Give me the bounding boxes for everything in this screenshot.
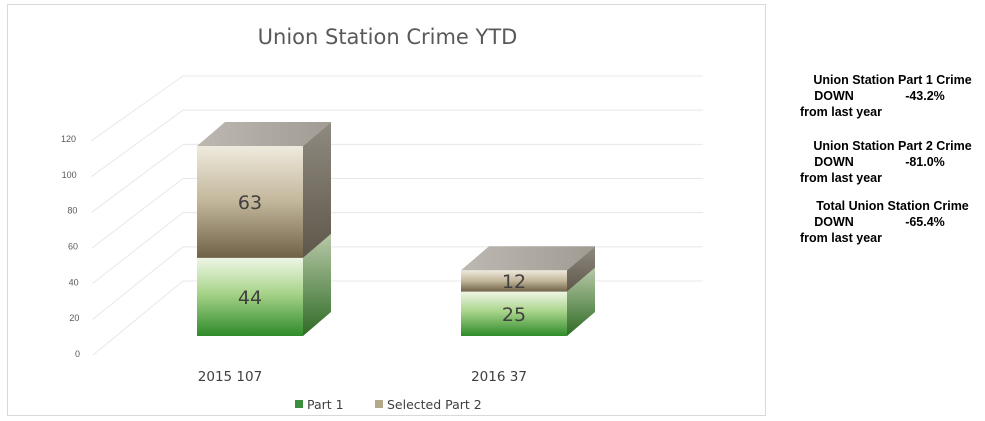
gridline <box>92 212 703 285</box>
legend-swatch <box>295 400 303 408</box>
gridline <box>92 280 703 356</box>
summary-percent: -65.4% <box>905 215 945 229</box>
summary-direction: DOWN <box>814 89 854 103</box>
summary-direction: DOWN <box>814 215 854 229</box>
bar-segment-side <box>567 267 595 336</box>
summary-block-total: Total Union Station Crime DOWN -65.4% fr… <box>800 198 985 246</box>
y-tick-label: 100 <box>62 170 77 180</box>
y-tick-label: 40 <box>69 277 79 287</box>
gridline <box>92 246 703 320</box>
gridline <box>91 178 703 249</box>
bar-segment <box>461 270 567 292</box>
chart-frame: Union Station Crime YTD <box>7 4 766 416</box>
y-tick-label: 80 <box>67 206 77 216</box>
bar-segment <box>197 146 303 258</box>
bar-segment <box>461 291 567 336</box>
category-label: 2016 37 <box>471 369 527 385</box>
legend-label: Part 1 <box>307 397 344 412</box>
summary-block-part1: Union Station Part 1 Crime DOWN -43.2% f… <box>800 72 985 120</box>
summary-footer: from last year <box>800 105 882 119</box>
legend-label: Selected Part 2 <box>387 397 482 412</box>
bar-top <box>461 246 595 271</box>
summary-title: Union Station Part 1 Crime <box>813 73 972 87</box>
legend-swatch <box>375 400 383 408</box>
summary-percent: -43.2% <box>905 89 945 103</box>
gridline <box>91 143 703 213</box>
summary-title: Union Station Part 2 Crime <box>813 139 972 153</box>
summary-footer: from last year <box>800 231 882 245</box>
gridline <box>90 75 703 142</box>
y-tick-label: 60 <box>68 242 78 252</box>
data-label: 25 <box>502 304 526 326</box>
y-tick-label: 20 <box>69 313 79 323</box>
gridline <box>91 109 703 178</box>
bar-segment-side <box>303 122 331 258</box>
bar-top <box>197 122 331 146</box>
bar-segment-side <box>303 233 331 336</box>
data-label: 63 <box>238 192 262 214</box>
summary-footer: from last year <box>800 171 882 185</box>
chart-plot: 0 20 40 60 80 100 120 44 63 2015 107 25 12 2016 37 Pa… <box>61 75 703 412</box>
summary-percent: -81.0% <box>905 155 945 169</box>
bar-segment-side <box>567 246 595 292</box>
summary-title: Total Union Station Crime <box>816 199 969 213</box>
chart-title: Union Station Crime YTD <box>257 25 518 49</box>
y-tick-label: 120 <box>61 134 76 144</box>
category-label: 2015 107 <box>198 369 262 385</box>
bar-segment <box>197 257 303 336</box>
y-tick-label: 0 <box>75 349 80 359</box>
data-label: 12 <box>502 271 526 293</box>
summary-direction: DOWN <box>814 155 854 169</box>
data-label: 44 <box>238 287 262 309</box>
summary-block-part2: Union Station Part 2 Crime DOWN -81.0% f… <box>800 138 985 186</box>
